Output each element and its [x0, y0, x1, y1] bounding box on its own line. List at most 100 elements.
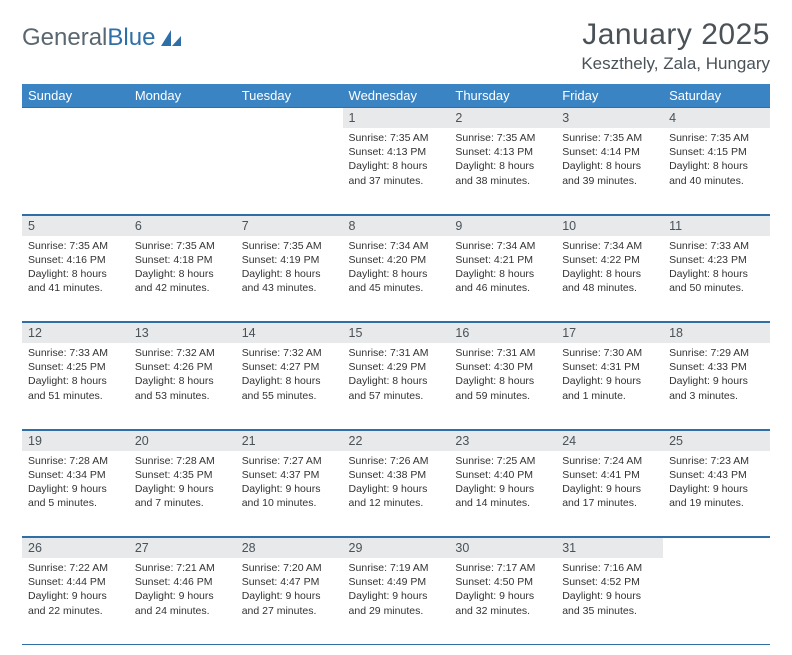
day-detail: Sunrise: 7:34 AMSunset: 4:21 PMDaylight:… — [449, 236, 556, 300]
location-text: Keszthely, Zala, Hungary — [581, 54, 770, 74]
day-number-cell: 12 — [22, 322, 129, 344]
day-number: 30 — [449, 537, 556, 558]
day-cell: Sunrise: 7:35 AMSunset: 4:13 PMDaylight:… — [449, 128, 556, 214]
day-number: 15 — [343, 322, 450, 343]
day-detail: Sunrise: 7:28 AMSunset: 4:35 PMDaylight:… — [129, 451, 236, 515]
day-number-cell: 14 — [236, 322, 343, 344]
day-number-cell: 25 — [663, 429, 770, 451]
day-cell — [129, 128, 236, 214]
day-cell: Sunrise: 7:35 AMSunset: 4:15 PMDaylight:… — [663, 128, 770, 214]
logo-text-general: General — [22, 24, 107, 52]
weekday-header: Saturday — [663, 84, 770, 107]
day-number-cell: 21 — [236, 429, 343, 451]
day-cell: Sunrise: 7:34 AMSunset: 4:22 PMDaylight:… — [556, 236, 663, 322]
weekday-header: Sunday — [22, 84, 129, 107]
day-number: 29 — [343, 537, 450, 558]
day-number — [236, 107, 343, 128]
day-detail: Sunrise: 7:34 AMSunset: 4:22 PMDaylight:… — [556, 236, 663, 300]
day-number: 27 — [129, 537, 236, 558]
day-cell: Sunrise: 7:29 AMSunset: 4:33 PMDaylight:… — [663, 343, 770, 429]
day-number-cell: 1 — [343, 107, 450, 128]
day-number: 8 — [343, 215, 450, 236]
day-number-cell — [236, 107, 343, 128]
day-detail: Sunrise: 7:17 AMSunset: 4:50 PMDaylight:… — [449, 558, 556, 622]
day-number: 11 — [663, 215, 770, 236]
day-detail: Sunrise: 7:33 AMSunset: 4:25 PMDaylight:… — [22, 343, 129, 407]
day-detail: Sunrise: 7:34 AMSunset: 4:20 PMDaylight:… — [343, 236, 450, 300]
day-number-cell: 26 — [22, 537, 129, 559]
day-number: 16 — [449, 322, 556, 343]
day-number-cell: 9 — [449, 214, 556, 236]
logo-text-blue: Blue — [107, 24, 155, 52]
day-detail: Sunrise: 7:35 AMSunset: 4:16 PMDaylight:… — [22, 236, 129, 300]
day-number: 6 — [129, 215, 236, 236]
day-number — [22, 107, 129, 128]
day-number-cell: 16 — [449, 322, 556, 344]
day-detail: Sunrise: 7:20 AMSunset: 4:47 PMDaylight:… — [236, 558, 343, 622]
day-cell: Sunrise: 7:21 AMSunset: 4:46 PMDaylight:… — [129, 558, 236, 644]
weekday-header: Friday — [556, 84, 663, 107]
day-number-cell: 20 — [129, 429, 236, 451]
day-number-cell: 7 — [236, 214, 343, 236]
day-content-row: Sunrise: 7:35 AMSunset: 4:13 PMDaylight:… — [22, 128, 770, 214]
weekday-header: Tuesday — [236, 84, 343, 107]
day-number-cell: 4 — [663, 107, 770, 128]
weekday-header: Thursday — [449, 84, 556, 107]
day-cell: Sunrise: 7:23 AMSunset: 4:43 PMDaylight:… — [663, 451, 770, 537]
day-cell: Sunrise: 7:19 AMSunset: 4:49 PMDaylight:… — [343, 558, 450, 644]
day-number-cell: 24 — [556, 429, 663, 451]
day-cell: Sunrise: 7:35 AMSunset: 4:13 PMDaylight:… — [343, 128, 450, 214]
day-number-cell: 5 — [22, 214, 129, 236]
day-number — [663, 537, 770, 558]
day-number: 14 — [236, 322, 343, 343]
day-detail: Sunrise: 7:16 AMSunset: 4:52 PMDaylight:… — [556, 558, 663, 622]
day-number-row: 262728293031 — [22, 537, 770, 559]
day-content-row: Sunrise: 7:28 AMSunset: 4:34 PMDaylight:… — [22, 451, 770, 537]
day-detail: Sunrise: 7:26 AMSunset: 4:38 PMDaylight:… — [343, 451, 450, 515]
day-cell: Sunrise: 7:35 AMSunset: 4:14 PMDaylight:… — [556, 128, 663, 214]
day-cell: Sunrise: 7:31 AMSunset: 4:30 PMDaylight:… — [449, 343, 556, 429]
day-content-row: Sunrise: 7:22 AMSunset: 4:44 PMDaylight:… — [22, 558, 770, 644]
day-cell: Sunrise: 7:16 AMSunset: 4:52 PMDaylight:… — [556, 558, 663, 644]
day-number-cell: 6 — [129, 214, 236, 236]
day-cell: Sunrise: 7:28 AMSunset: 4:35 PMDaylight:… — [129, 451, 236, 537]
day-number: 9 — [449, 215, 556, 236]
day-number-cell: 8 — [343, 214, 450, 236]
day-number-row: 567891011 — [22, 214, 770, 236]
day-number: 25 — [663, 430, 770, 451]
day-number: 12 — [22, 322, 129, 343]
day-detail: Sunrise: 7:35 AMSunset: 4:13 PMDaylight:… — [343, 128, 450, 192]
day-detail: Sunrise: 7:31 AMSunset: 4:29 PMDaylight:… — [343, 343, 450, 407]
day-number-cell: 3 — [556, 107, 663, 128]
day-number-cell: 11 — [663, 214, 770, 236]
day-number: 2 — [449, 107, 556, 128]
day-detail: Sunrise: 7:23 AMSunset: 4:43 PMDaylight:… — [663, 451, 770, 515]
day-cell: Sunrise: 7:27 AMSunset: 4:37 PMDaylight:… — [236, 451, 343, 537]
day-number: 24 — [556, 430, 663, 451]
day-number: 4 — [663, 107, 770, 128]
day-cell — [663, 558, 770, 644]
day-cell: Sunrise: 7:35 AMSunset: 4:18 PMDaylight:… — [129, 236, 236, 322]
day-number-cell: 17 — [556, 322, 663, 344]
day-cell: Sunrise: 7:31 AMSunset: 4:29 PMDaylight:… — [343, 343, 450, 429]
day-number-row: 1234 — [22, 107, 770, 128]
day-number: 21 — [236, 430, 343, 451]
day-number-cell: 30 — [449, 537, 556, 559]
day-number: 7 — [236, 215, 343, 236]
day-number-cell — [663, 537, 770, 559]
day-number: 1 — [343, 107, 450, 128]
day-number-cell — [22, 107, 129, 128]
day-cell: Sunrise: 7:35 AMSunset: 4:16 PMDaylight:… — [22, 236, 129, 322]
day-number: 26 — [22, 537, 129, 558]
logo-sail-icon — [159, 28, 183, 48]
day-number-cell: 27 — [129, 537, 236, 559]
day-number: 13 — [129, 322, 236, 343]
day-detail: Sunrise: 7:24 AMSunset: 4:41 PMDaylight:… — [556, 451, 663, 515]
day-number-cell: 28 — [236, 537, 343, 559]
day-number-cell: 2 — [449, 107, 556, 128]
day-number-cell: 13 — [129, 322, 236, 344]
title-block: January 2025 Keszthely, Zala, Hungary — [581, 18, 770, 74]
day-detail: Sunrise: 7:35 AMSunset: 4:18 PMDaylight:… — [129, 236, 236, 300]
day-number: 3 — [556, 107, 663, 128]
day-detail: Sunrise: 7:19 AMSunset: 4:49 PMDaylight:… — [343, 558, 450, 622]
